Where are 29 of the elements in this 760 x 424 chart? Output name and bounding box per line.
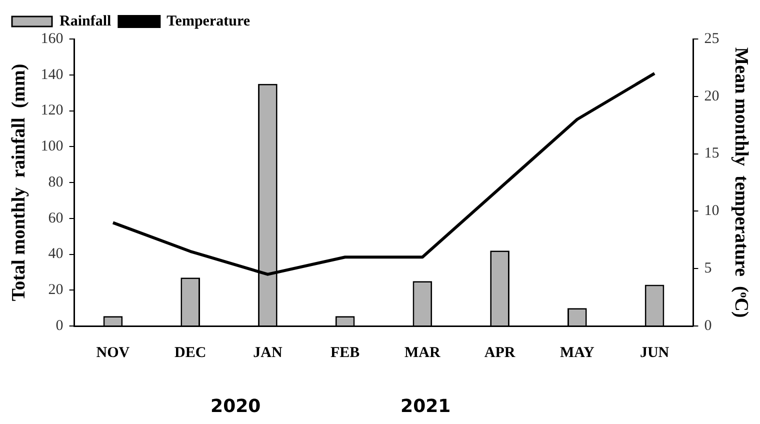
y2-axis-title: Mean monthly temperature (ᵒC) [730,47,752,318]
y-tick-label: 20 [48,282,64,298]
y-tick-label: 40 [48,246,64,262]
x-tick-label: APR [484,344,516,361]
text: 2020 [210,396,261,417]
y2-tick-label: 25 [704,30,720,47]
y-tick-label: 0 [56,318,64,334]
y-axis-title: Total monthly rainfall (mm) [8,64,30,302]
y2-tick-label: 0 [704,318,712,334]
x-tick-label: JUN [640,344,670,361]
legend-label: Temperature [166,13,250,30]
x-tick-label: MAY [560,344,595,361]
x-tick-label: JAN [253,344,282,361]
x-tick-label: MAR [404,344,441,361]
text: 2021 [400,396,451,417]
y-tick-label: 100 [40,138,64,155]
y-tick-label: 160 [40,30,64,47]
y-tick-label: 80 [48,174,64,190]
y-tick-label: 120 [40,102,64,119]
y2-tick-label: 15 [704,146,720,162]
legend-label: Rainfall [60,13,112,30]
y2-tick-label: 10 [704,203,720,220]
x-tick-label: FEB [330,344,360,361]
x-tick-label: DEC [174,344,206,361]
y2-tick-label: 5 [704,260,712,277]
x-tick-label: NOV [96,344,130,361]
y2-tick-label: 20 [704,88,720,104]
y-tick-label: 60 [48,210,64,226]
y-tick-label: 140 [40,66,64,83]
